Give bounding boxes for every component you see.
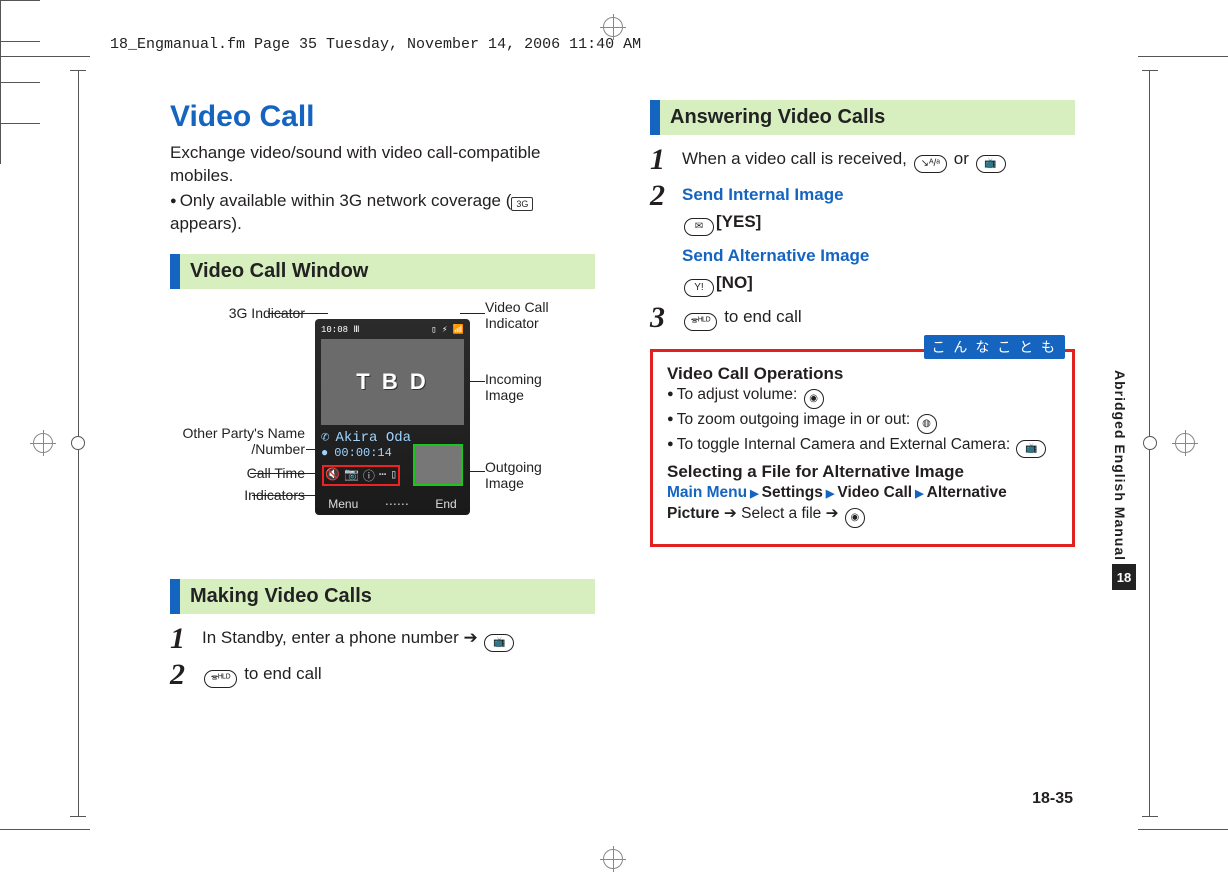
page-number: 18-35: [1032, 790, 1073, 808]
section-answering-video-calls: Answering Video Calls: [650, 100, 1075, 135]
no-label: [NO]: [716, 273, 753, 292]
tip-title: Video Call Operations: [667, 364, 1058, 384]
key-talk-icon: ↘ᴬ/ᵃ: [914, 155, 947, 173]
chapter-chip: 18: [1112, 564, 1136, 590]
making-step-2-text: to end call: [244, 664, 322, 683]
step-number-1b: 1: [650, 145, 672, 175]
phone-ico-1: 📷: [344, 467, 359, 484]
key-y-icon: Y!: [684, 279, 714, 297]
label-video-call-indicator: Video Call Indicator: [485, 299, 549, 331]
nav-horizontal-icon: ◍: [917, 414, 937, 434]
nav-center-icon: ◉: [845, 508, 865, 528]
tip-box: Video Call Operations To adjust volume: …: [650, 349, 1075, 547]
frame-header-note: 18_Engmanual.fm Page 35 Tuesday, Novembe…: [110, 36, 641, 53]
page-body: Video Call Exchange video/sound with vid…: [170, 100, 1075, 696]
3g-icon: 3G: [511, 197, 533, 211]
tip-l2: To zoom outgoing image in or out:: [677, 411, 915, 428]
path-settings: Settings: [762, 484, 823, 501]
answer-step-1: 1 When a video call is received, ↘ᴬ/ᵃ or…: [650, 145, 1075, 175]
intro-text: Exchange video/sound with video call-com…: [170, 142, 595, 188]
yes-label: [YES]: [716, 212, 761, 231]
phone-calltime-icon: ●: [321, 446, 328, 460]
tip-l3: To toggle Internal Camera and External C…: [677, 436, 1015, 453]
answer-step-1-b: or: [954, 149, 974, 168]
key-mail-icon: ✉: [684, 218, 714, 236]
key-tv-icon: 📺: [484, 634, 514, 652]
phone-callee-name: Akira Oda: [335, 430, 411, 446]
phone-tbd-text: T B D: [356, 369, 428, 395]
tip-tail: ➔ Select a file ➔: [724, 505, 843, 522]
step-number-2: 2: [170, 660, 192, 690]
phone-mock: 10:08 Ⅲ ▯ ⚡ 📶 T B D ✆ Akira Oda ● 00:00:…: [315, 319, 470, 515]
step-number-3: 3: [650, 303, 672, 333]
phone-soft-menu: Menu: [328, 497, 358, 511]
key-end-icon-2: 🕿ᴴᴸᴰ: [684, 313, 717, 331]
answer-step-1-a: When a video call is received,: [682, 149, 912, 168]
tip-l1: To adjust volume:: [677, 386, 802, 403]
phone-soft-center: ⋯⋯: [385, 497, 409, 511]
phone-indicator-row: 🔇 📷 ⓘ ⋯ ▯: [323, 466, 399, 485]
send-internal-image: Send Internal Image: [682, 181, 1075, 208]
phone-diagram: 3G Indicator Other Party's Name /Number …: [170, 299, 595, 559]
label-other-party: Other Party's Name /Number: [170, 425, 305, 457]
phone-soft-end: End: [435, 497, 456, 511]
making-step-1: 1 In Standby, enter a phone number ➔ 📺: [170, 624, 595, 654]
side-tab: Abridged English Manual 18: [1112, 370, 1136, 590]
section-video-call-window: Video Call Window: [170, 254, 595, 289]
phone-calltime: 00:00:14: [334, 446, 392, 460]
intro-bullet-tail: appears).: [170, 214, 242, 233]
label-outgoing-image: Outgoing Image: [485, 459, 542, 491]
label-incoming-image: Incoming Image: [485, 371, 542, 403]
page-title: Video Call: [170, 100, 595, 134]
phone-callee-icon: ✆: [321, 430, 329, 446]
path-alternative: Alternative: [927, 484, 1007, 501]
side-tab-text: Abridged English Manual: [1112, 370, 1128, 561]
step-number-1: 1: [170, 624, 192, 654]
left-column: Video Call Exchange video/sound with vid…: [170, 100, 595, 696]
phone-status-right: ▯ ⚡ 📶: [431, 325, 464, 335]
path-main-menu: Main Menu: [667, 484, 747, 501]
intro-bullet: Only available within 3G network coverag…: [170, 190, 595, 236]
answer-step-3-text: to end call: [724, 307, 802, 326]
intro-bullet-text: Only available within 3G network coverag…: [180, 191, 512, 210]
tip-tab: こ ん な こ と も: [924, 335, 1065, 359]
phone-status-left: 10:08 Ⅲ: [321, 325, 360, 335]
phone-ico-4: ▯: [390, 467, 397, 484]
tip-subtitle: Selecting a File for Alternative Image: [667, 462, 1058, 482]
section-making-video-calls: Making Video Calls: [170, 579, 595, 614]
making-step-2: 2 🕿ᴴᴸᴰ to end call: [170, 660, 595, 690]
path-video-call: Video Call: [837, 484, 912, 501]
right-column: Answering Video Calls 1 When a video cal…: [650, 100, 1075, 696]
phone-ico-0: 🔇: [325, 467, 340, 484]
making-step-1-text: In Standby, enter a phone number ➔: [202, 628, 478, 647]
phone-outgoing-thumb: [414, 445, 462, 485]
phone-incoming-image: T B D: [321, 339, 464, 425]
nav-vertical-icon: ◉: [804, 389, 824, 409]
phone-ico-3: ⋯: [379, 467, 386, 484]
key-end-icon: 🕿ᴴᴸᴰ: [204, 670, 237, 688]
step-number-2b: 2: [650, 181, 672, 211]
path-picture: Picture: [667, 505, 720, 522]
key-tv-icon-2: 📺: [976, 155, 1006, 173]
tip-key-tv-icon: 📺: [1016, 440, 1046, 458]
answer-step-3: 3 🕿ᴴᴸᴰ to end call: [650, 303, 1075, 333]
send-alternative-image: Send Alternative Image: [682, 242, 1075, 269]
phone-ico-2: ⓘ: [363, 467, 375, 484]
answer-step-2: 2 Send Internal Image ✉[YES] Send Altern…: [650, 181, 1075, 297]
tip-box-wrap: こ ん な こ と も Video Call Operations To adj…: [650, 349, 1075, 547]
